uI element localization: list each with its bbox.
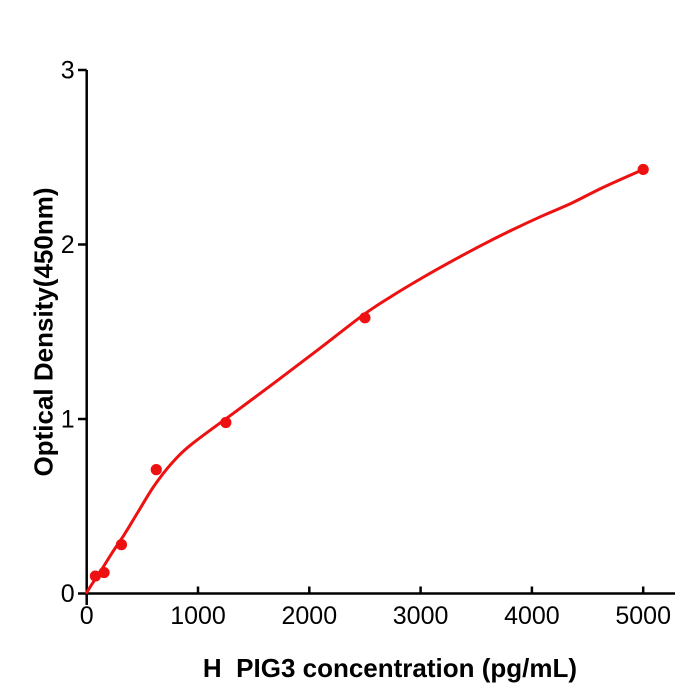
data-point [637, 163, 649, 176]
data-point [359, 312, 371, 324]
x-tick-label: 5000 [615, 602, 671, 630]
x-tick-label: 4000 [504, 602, 560, 630]
x-axis-title: H PIG3 concentration (pg/mL) [202, 653, 578, 683]
x-tick-label: 2000 [281, 602, 337, 630]
y-tick-label: 2 [61, 231, 75, 259]
data-point [115, 539, 128, 551]
y-tick-label: 3 [61, 57, 75, 85]
x-tick-label: 1000 [170, 602, 226, 630]
y-axis-title: Optical Density(450nm) [28, 187, 59, 477]
data-point [89, 570, 101, 582]
x-tick-label: 0 [80, 602, 94, 630]
y-tick-label: 0 [61, 580, 75, 608]
fit-curve [85, 167, 645, 594]
data-point [150, 464, 162, 476]
x-tick-label: 3000 [393, 602, 449, 630]
data-point [98, 566, 110, 579]
y-tick-label: 1 [61, 406, 75, 434]
data-point [220, 416, 232, 429]
